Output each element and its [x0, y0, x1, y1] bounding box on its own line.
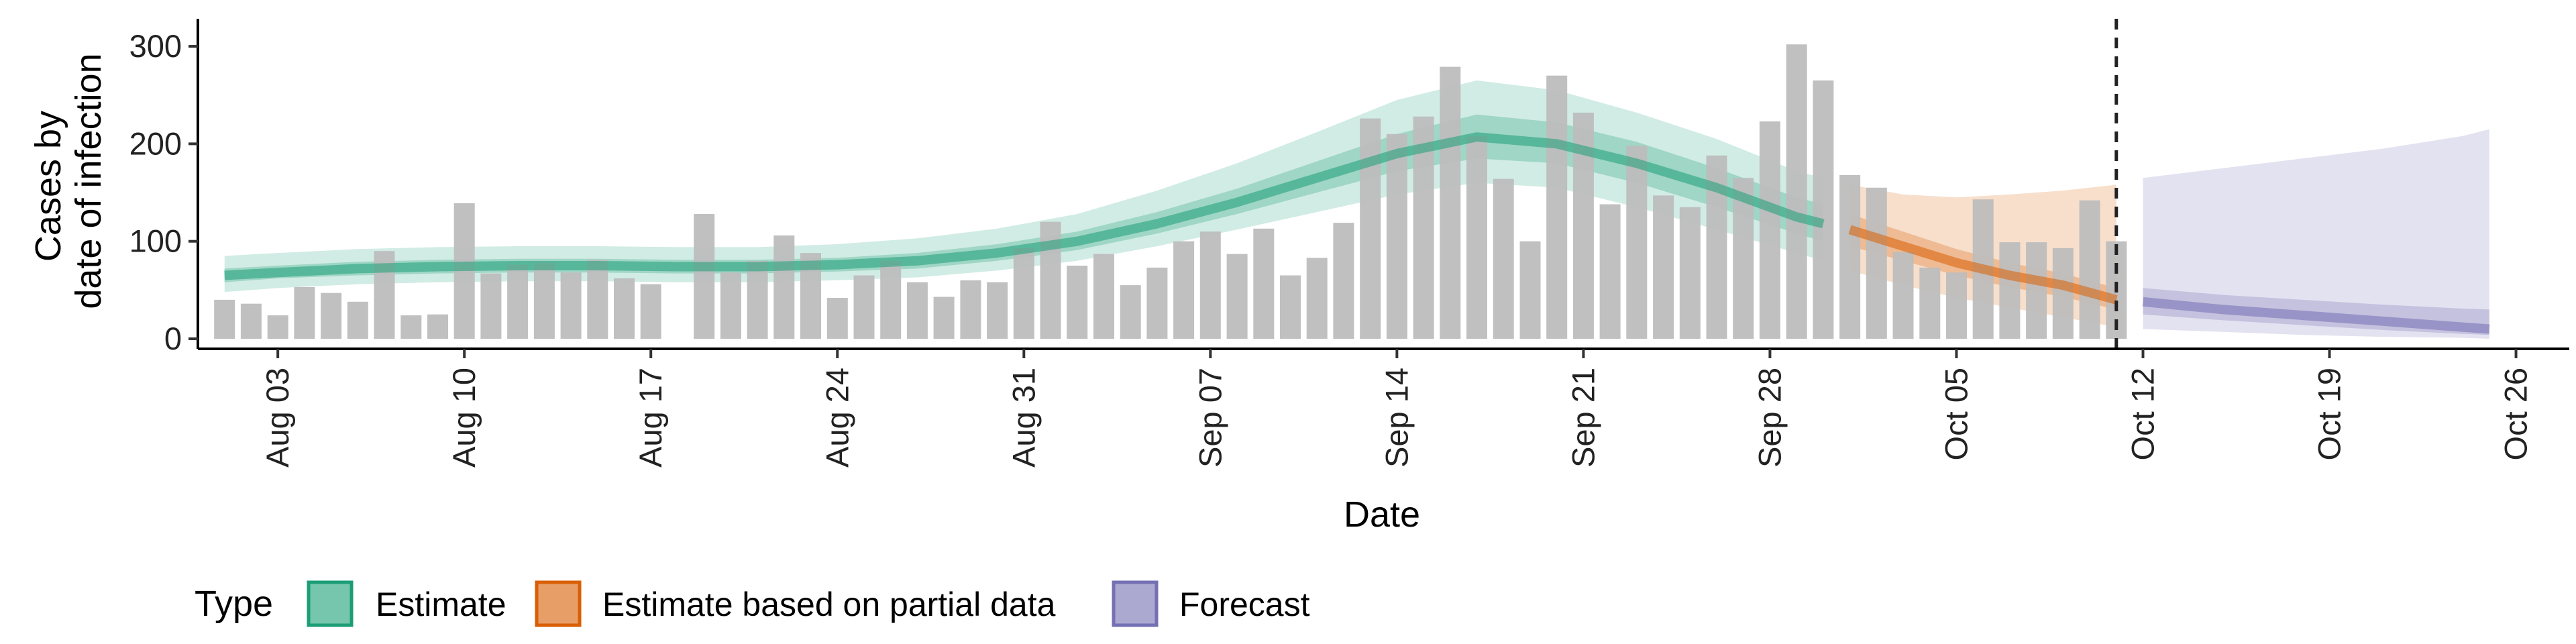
- case-bar: [1919, 267, 1941, 339]
- legend-label-forecast: Forecast: [1179, 586, 1310, 623]
- case-bar: [1199, 231, 1221, 339]
- y-axis-title: Cases by date of infection: [28, 53, 109, 309]
- case-bar: [853, 275, 875, 339]
- case-bar: [560, 272, 582, 339]
- case-bar: [2026, 242, 2047, 339]
- legend-label-estimate: Estimate: [376, 586, 506, 623]
- y-axis-title-line-2: date of infection: [68, 53, 109, 309]
- case-bar: [614, 278, 635, 339]
- x-tick-label: Aug 03: [260, 368, 295, 468]
- legend-label-partial: Estimate based on partial data: [602, 586, 1056, 623]
- case-bar: [1067, 266, 1088, 339]
- y-tick-label: 0: [164, 321, 182, 356]
- x-tick-label: Sep 28: [1752, 368, 1787, 468]
- x-tick-label: Sep 14: [1379, 368, 1414, 468]
- case-bar: [1546, 75, 1568, 339]
- case-bar: [1759, 121, 1780, 339]
- case-bar: [1813, 80, 1834, 339]
- case-bar: [294, 287, 315, 339]
- case-bar: [1466, 136, 1487, 339]
- case-bar: [933, 297, 955, 339]
- case-bar: [1440, 66, 1461, 339]
- case-bar: [1253, 228, 1275, 339]
- case-bar: [1360, 118, 1381, 339]
- y-tick-label: 300: [129, 28, 182, 64]
- case-bar: [906, 282, 928, 339]
- legend: Type Estimate Estimate based on partial …: [195, 580, 1310, 627]
- x-tick-label: Aug 10: [446, 368, 482, 468]
- case-bar: [1679, 207, 1701, 339]
- case-bar: [773, 235, 795, 339]
- case-bar: [960, 280, 981, 339]
- case-bar: [1386, 133, 1407, 339]
- median-line-1: [1848, 225, 2118, 305]
- case-bar: [987, 282, 1008, 339]
- legend-swatch-partial: [535, 580, 582, 627]
- case-bar: [694, 214, 715, 339]
- case-bar: [720, 272, 741, 339]
- case-bar: [2079, 200, 2100, 339]
- case-bar: [400, 315, 422, 339]
- case-bar: [1093, 254, 1114, 339]
- case-bar: [507, 264, 529, 339]
- median-lines-layer: [224, 132, 2490, 334]
- y-axis-title-line-1: Cases by: [28, 111, 68, 262]
- case-bar: [1999, 242, 2021, 339]
- legend-swatch-forecast: [1112, 580, 1159, 627]
- case-bar: [321, 292, 342, 339]
- case-bar: [480, 273, 502, 339]
- ribbon-outer-2: [2143, 129, 2489, 339]
- case-bar: [1839, 174, 1861, 339]
- x-tick-label: Sep 21: [1565, 368, 1601, 468]
- x-tick-label: Oct 05: [1939, 368, 1974, 460]
- case-bar: [1013, 248, 1034, 339]
- case-bar: [1786, 44, 1807, 339]
- case-bar: [1280, 275, 1301, 339]
- case-bar: [1173, 241, 1195, 339]
- x-tick-label: Aug 17: [633, 368, 668, 468]
- case-bar: [1493, 178, 1514, 339]
- case-bar: [1519, 241, 1541, 339]
- x-axis-title: Date: [1344, 494, 1420, 535]
- x-tick-label: Aug 24: [819, 368, 855, 468]
- case-bar: [240, 303, 262, 339]
- case-bar: [1333, 223, 1354, 339]
- case-bar: [1946, 272, 1967, 339]
- x-tick-label: Oct 26: [2498, 368, 2534, 460]
- case-bar: [427, 314, 448, 339]
- x-tick-label: Oct 19: [2312, 368, 2347, 460]
- case-bar: [1866, 187, 1887, 339]
- case-bar: [1306, 258, 1328, 339]
- case-bar: [1626, 146, 1648, 339]
- median-line-0: [224, 132, 1825, 280]
- legend-title: Type: [195, 584, 273, 624]
- case-bar: [1120, 285, 1141, 339]
- case-bar: [533, 262, 555, 339]
- case-bar: [267, 315, 288, 339]
- case-bar: [1226, 254, 1248, 339]
- case-bar: [1146, 267, 1168, 339]
- case-bar: [2052, 248, 2074, 339]
- y-tick-label: 100: [129, 223, 182, 259]
- case-bar: [214, 299, 235, 339]
- case-bar: [587, 260, 608, 339]
- x-tick-label: Aug 31: [1006, 368, 1041, 468]
- case-bar: [880, 260, 902, 339]
- case-bar: [826, 298, 848, 339]
- case-bar: [747, 260, 768, 339]
- x-tick-label: Sep 07: [1192, 368, 1228, 468]
- case-bar: [1599, 204, 1621, 339]
- case-bar: [640, 284, 661, 339]
- median-line-2: [2142, 297, 2490, 334]
- case-bar: [1892, 252, 1914, 339]
- y-tick-label: 200: [129, 125, 182, 161]
- case-bar: [347, 301, 368, 339]
- x-tick-label: Oct 12: [2125, 368, 2161, 460]
- case-bar: [1040, 221, 1061, 339]
- case-bar: [1653, 195, 1674, 339]
- legend-swatch-estimate: [307, 580, 354, 627]
- axes: 0 100 200 300 Aug 03 Aug 10 Aug 17 Aug 24 Aug 31…: [129, 19, 2569, 468]
